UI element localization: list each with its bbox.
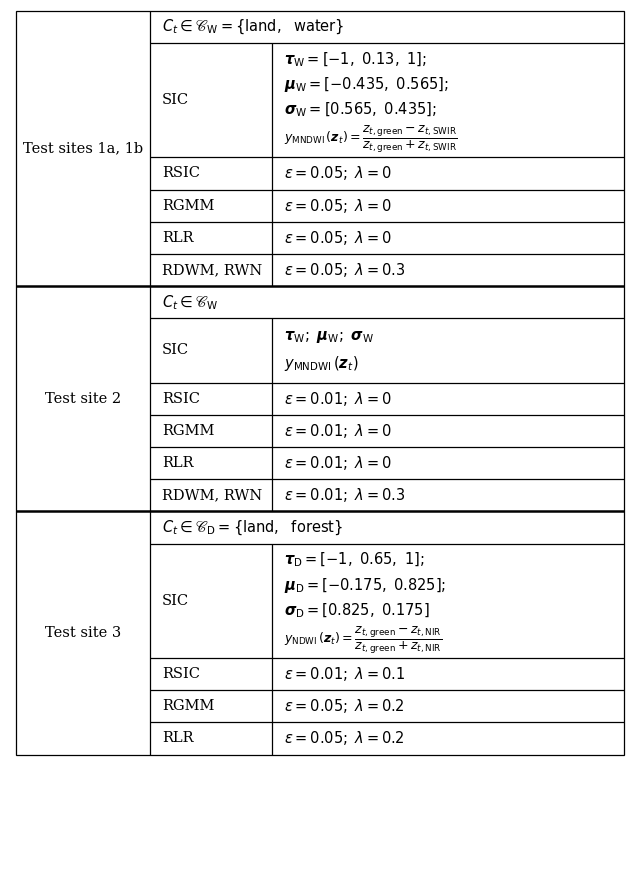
Text: RSIC: RSIC bbox=[162, 166, 200, 181]
Text: $\epsilon = 0.01;\ \lambda = 0.1$: $\epsilon = 0.01;\ \lambda = 0.1$ bbox=[284, 665, 405, 683]
Text: SIC: SIC bbox=[162, 594, 189, 608]
Text: $y_\mathrm{MNDWI}\,(\boldsymbol{z}_t) = \dfrac{z_{t,\mathrm{green}}-z_{t,\mathrm: $y_\mathrm{MNDWI}\,(\boldsymbol{z}_t) = … bbox=[284, 124, 457, 155]
Text: $\boldsymbol{\mu}_\mathrm{W} = [-0.435,\ 0.565];$: $\boldsymbol{\mu}_\mathrm{W} = [-0.435,\… bbox=[284, 75, 448, 95]
Text: Test sites 1a, 1b: Test sites 1a, 1b bbox=[23, 141, 143, 156]
Text: RLR: RLR bbox=[162, 456, 193, 470]
Text: $\epsilon = 0.05;\ \lambda = 0$: $\epsilon = 0.05;\ \lambda = 0$ bbox=[284, 197, 392, 215]
Text: $\epsilon = 0.05;\ \lambda = 0.2$: $\epsilon = 0.05;\ \lambda = 0.2$ bbox=[284, 697, 404, 715]
Text: $\epsilon = 0.01;\ \lambda = 0.3$: $\epsilon = 0.01;\ \lambda = 0.3$ bbox=[284, 486, 405, 504]
Text: $\boldsymbol{\sigma}_\mathrm{W} = [0.565,\ 0.435];$: $\boldsymbol{\sigma}_\mathrm{W} = [0.565… bbox=[284, 101, 436, 120]
Text: Test site 2: Test site 2 bbox=[45, 392, 121, 406]
Text: $\epsilon = 0.01;\ \lambda = 0$: $\epsilon = 0.01;\ \lambda = 0$ bbox=[284, 390, 392, 408]
Text: $y_\mathrm{NDWI}\,(\boldsymbol{z}_t) = \dfrac{z_{t,\mathrm{green}}-z_{t,\mathrm{: $y_\mathrm{NDWI}\,(\boldsymbol{z}_t) = \… bbox=[284, 625, 442, 655]
Text: RLR: RLR bbox=[162, 231, 193, 245]
Text: RSIC: RSIC bbox=[162, 667, 200, 681]
Text: $\boldsymbol{\mu}_\mathrm{D} = [-0.175,\ 0.825];$: $\boldsymbol{\mu}_\mathrm{D} = [-0.175,\… bbox=[284, 576, 445, 595]
Text: $C_t \in \mathscr{C}_\mathrm{D} = \{\mathrm{land},\ \ \mathrm{forest}\}$: $C_t \in \mathscr{C}_\mathrm{D} = \{\mat… bbox=[162, 519, 343, 536]
Text: $\epsilon = 0.05;\ \lambda = 0$: $\epsilon = 0.05;\ \lambda = 0$ bbox=[284, 229, 392, 247]
Text: $\boldsymbol{\sigma}_\mathrm{D} = [0.825,\ 0.175]$: $\boldsymbol{\sigma}_\mathrm{D} = [0.825… bbox=[284, 602, 429, 620]
Text: $\epsilon = 0.05;\ \lambda = 0$: $\epsilon = 0.05;\ \lambda = 0$ bbox=[284, 164, 392, 182]
Text: $\boldsymbol{\tau}_\mathrm{W} = [-1,\ 0.13,\ 1];$: $\boldsymbol{\tau}_\mathrm{W} = [-1,\ 0.… bbox=[284, 50, 426, 69]
Text: RDWM, RWN: RDWM, RWN bbox=[162, 263, 262, 277]
Text: $y_\mathrm{MNDWI}\,(\boldsymbol{z}_t)$: $y_\mathrm{MNDWI}\,(\boldsymbol{z}_t)$ bbox=[284, 354, 358, 374]
Text: $\boldsymbol{\tau}_\mathrm{W};\ \boldsymbol{\mu}_\mathrm{W};\ \boldsymbol{\sigma: $\boldsymbol{\tau}_\mathrm{W};\ \boldsym… bbox=[284, 329, 374, 345]
Text: RGMM: RGMM bbox=[162, 699, 214, 713]
Text: $\epsilon = 0.01;\ \lambda = 0$: $\epsilon = 0.01;\ \lambda = 0$ bbox=[284, 422, 392, 440]
Text: $C_t \in \mathscr{C}_\mathrm{W} = \{\mathrm{land},\ \ \mathrm{water}\}$: $C_t \in \mathscr{C}_\mathrm{W} = \{\mat… bbox=[162, 18, 344, 36]
Text: RSIC: RSIC bbox=[162, 392, 200, 406]
Text: RLR: RLR bbox=[162, 731, 193, 746]
Bar bbox=[16, 11, 624, 755]
Text: SIC: SIC bbox=[162, 343, 189, 358]
Text: Test site 3: Test site 3 bbox=[45, 626, 122, 640]
Text: RGMM: RGMM bbox=[162, 198, 214, 213]
Text: RGMM: RGMM bbox=[162, 424, 214, 438]
Text: SIC: SIC bbox=[162, 93, 189, 107]
Text: RDWM, RWN: RDWM, RWN bbox=[162, 488, 262, 502]
Text: $\epsilon = 0.05;\ \lambda = 0.3$: $\epsilon = 0.05;\ \lambda = 0.3$ bbox=[284, 261, 405, 279]
Text: $C_t \in \mathscr{C}_\mathrm{W}$: $C_t \in \mathscr{C}_\mathrm{W}$ bbox=[162, 293, 218, 311]
Text: $\epsilon = 0.05;\ \lambda = 0.2$: $\epsilon = 0.05;\ \lambda = 0.2$ bbox=[284, 730, 404, 747]
Text: $\epsilon = 0.01;\ \lambda = 0$: $\epsilon = 0.01;\ \lambda = 0$ bbox=[284, 454, 392, 472]
Text: $\boldsymbol{\tau}_\mathrm{D} = [-1,\ 0.65,\ 1];$: $\boldsymbol{\tau}_\mathrm{D} = [-1,\ 0.… bbox=[284, 551, 424, 569]
